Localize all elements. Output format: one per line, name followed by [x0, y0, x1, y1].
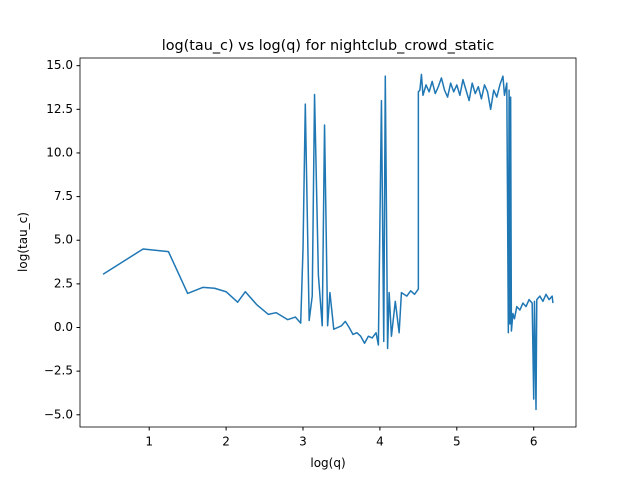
y-tick-label: 10.0	[46, 145, 73, 159]
y-tick-label: 0.0	[54, 320, 73, 334]
y-axis-label: log(tau_c)	[16, 212, 30, 272]
y-tick-label: 15.0	[46, 58, 73, 72]
x-tick-label: 4	[376, 435, 384, 449]
y-tick-label: 5.0	[54, 233, 73, 247]
x-tick-label: 3	[299, 435, 307, 449]
x-tick-label: 5	[453, 435, 461, 449]
x-tick-label: 6	[530, 435, 538, 449]
data-line	[102, 73, 554, 411]
chart-title: log(tau_c) vs log(q) for nightclub_crowd…	[162, 38, 495, 54]
y-tick-label: −2.5	[44, 364, 73, 378]
y-tick-label: 7.5	[54, 189, 73, 203]
y-tick-label: 2.5	[54, 276, 73, 290]
y-tick-label: 12.5	[46, 102, 73, 116]
x-axis-label: log(q)	[310, 456, 345, 470]
x-tick-label: 2	[222, 435, 230, 449]
y-tick-label: −5.0	[44, 407, 73, 421]
plot-frame	[79, 57, 577, 428]
x-tick-label: 1	[145, 435, 153, 449]
